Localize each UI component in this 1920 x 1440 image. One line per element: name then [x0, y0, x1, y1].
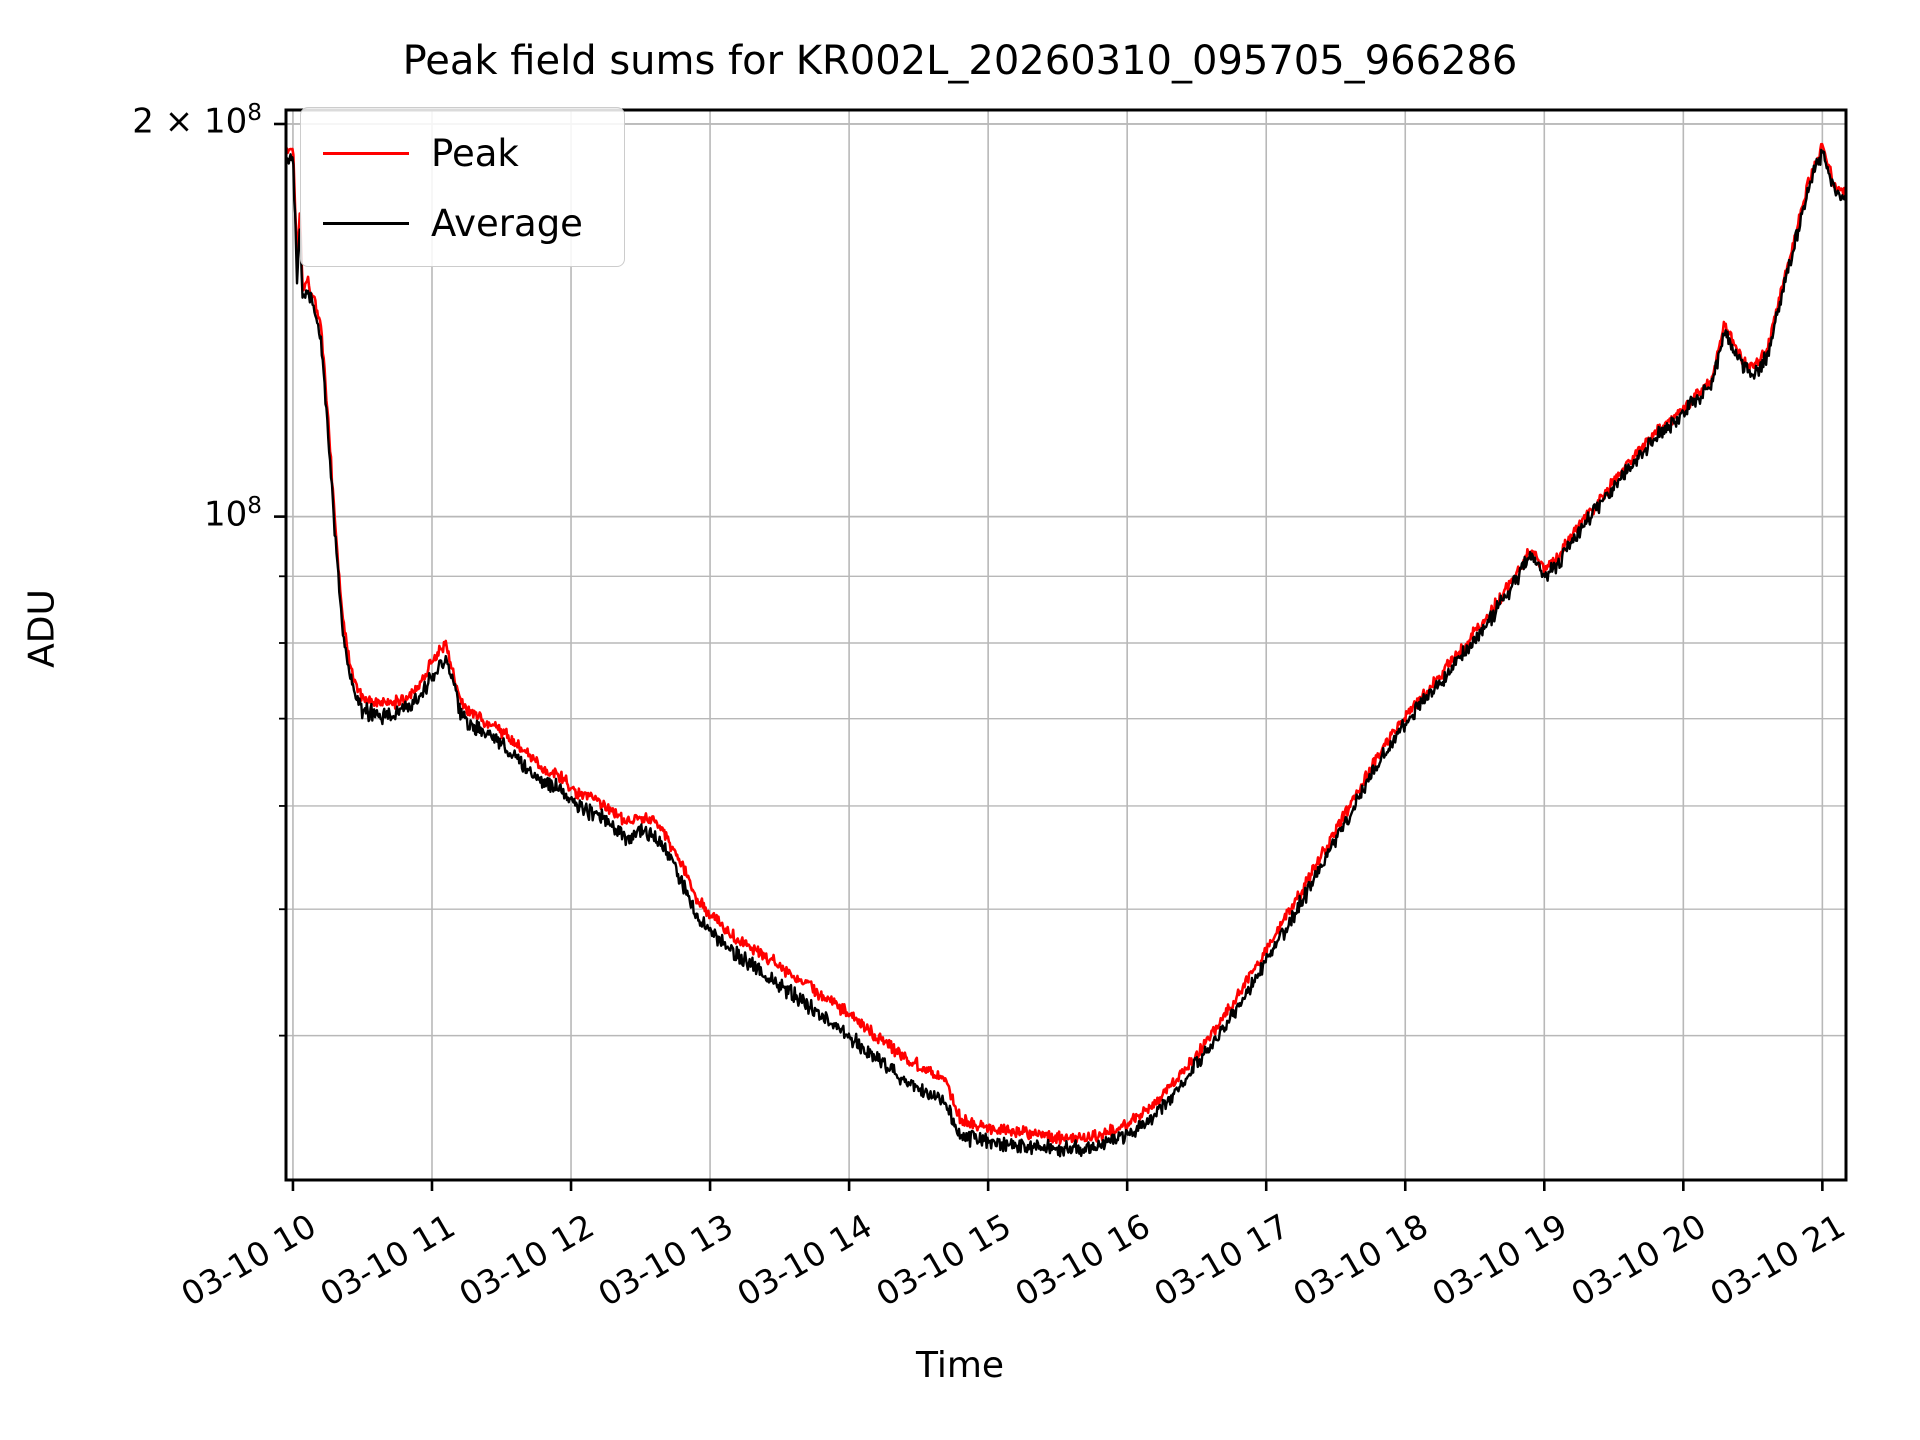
y-axis-label: ADU [21, 589, 63, 668]
legend: Peak Average [300, 107, 625, 267]
ytick-label-2e8: 2 × 108 [132, 99, 262, 142]
legend-label-average: Average [431, 201, 583, 245]
series-line-average [284, 148, 1848, 1158]
legend-item-average: Average [301, 188, 624, 258]
plot-background [286, 110, 1846, 1180]
legend-label-peak: Peak [431, 131, 519, 175]
x-axis-label: Time [915, 1345, 1005, 1386]
data-series-group [284, 142, 1848, 1158]
legend-swatch-peak [323, 151, 409, 155]
ytick-label-1e8: 108 [204, 492, 262, 534]
legend-item-peak: Peak [301, 118, 624, 188]
gridlines [286, 110, 1846, 1180]
tick-marks [274, 122, 1824, 1191]
axes-frame [284, 108, 1848, 1182]
legend-swatch-average [323, 221, 409, 225]
chart-title: Peak field sums for KR002L_20260310_0957… [402, 38, 1518, 84]
series-line-peak [284, 142, 1848, 1145]
